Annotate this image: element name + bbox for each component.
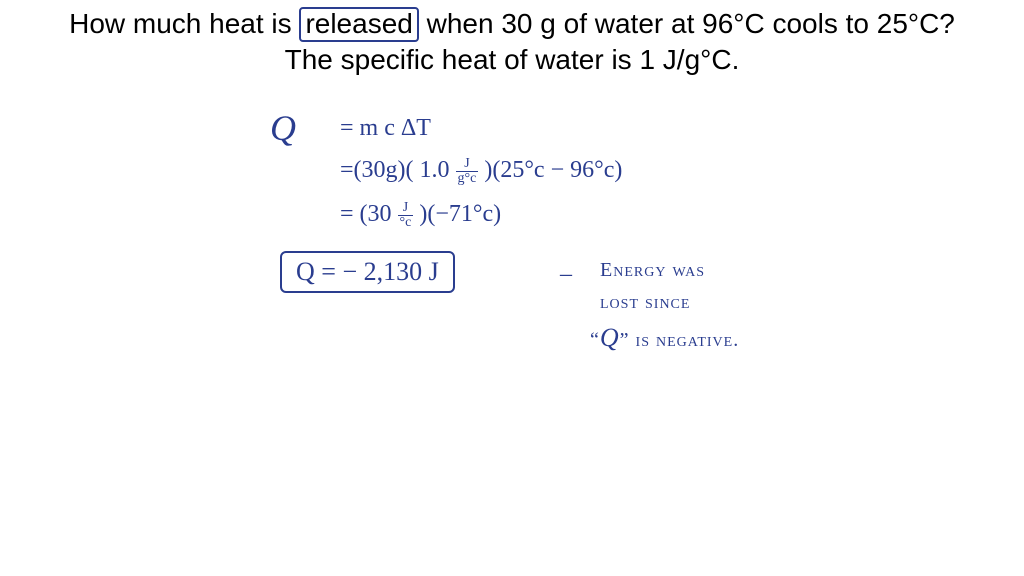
equation-formula: = m c ΔT [340, 115, 431, 142]
boxed-word-released: released [299, 7, 418, 42]
note-line-2: lost since [600, 291, 690, 314]
problem-statement: How much heat is released when 30 g of w… [0, 0, 1024, 79]
handwritten-work: Q = m c ΔT =(30g)( 1.0 J g°c )(25°c − 96… [0, 79, 1024, 509]
boxed-answer: Q = − 2,130 J [280, 251, 455, 293]
note-line-1: Energy was [600, 259, 705, 282]
note-line-3: “Q” is negative. [590, 323, 739, 353]
symbol-q: Q [270, 107, 296, 149]
quote-open: “ [590, 329, 600, 351]
equation-simplified: = (30 J °c )(−71°c) [340, 201, 501, 230]
frac-top: J [456, 157, 479, 172]
unit-fraction-2: J °c [398, 201, 414, 230]
frac-bot: °c [398, 216, 414, 230]
frac-top: J [398, 201, 414, 216]
eq2-part-a: =(30g)( 1.0 [340, 157, 450, 183]
note-rest: ” is negative. [620, 329, 740, 351]
unit-fraction-1: J g°c [456, 157, 479, 186]
eq3-part-b: )(−71°c) [419, 201, 501, 227]
question-part1: How much heat is [69, 8, 292, 39]
note-q-symbol: Q [600, 323, 620, 352]
eq2-part-b: )(25°c − 96°c) [484, 157, 622, 183]
equation-substitution: =(30g)( 1.0 J g°c )(25°c − 96°c) [340, 157, 622, 186]
frac-bot: g°c [456, 172, 479, 186]
eq3-part-a: = (30 [340, 201, 392, 227]
note-dash: – [560, 261, 572, 288]
